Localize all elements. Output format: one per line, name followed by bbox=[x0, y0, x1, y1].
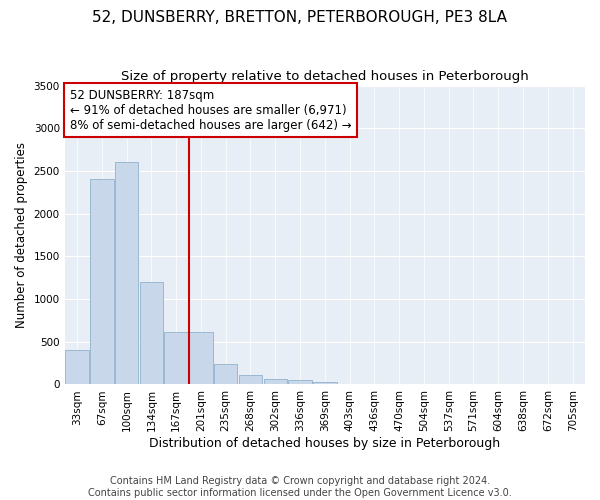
Bar bbox=[115, 162, 139, 384]
Text: 52, DUNSBERRY, BRETTON, PETERBOROUGH, PE3 8LA: 52, DUNSBERRY, BRETTON, PETERBOROUGH, PE… bbox=[92, 10, 508, 25]
Bar bbox=[189, 332, 213, 384]
Bar bbox=[140, 282, 163, 384]
Bar bbox=[65, 350, 89, 384]
Text: 52 DUNSBERRY: 187sqm
← 91% of detached houses are smaller (6,971)
8% of semi-det: 52 DUNSBERRY: 187sqm ← 91% of detached h… bbox=[70, 88, 352, 132]
Bar bbox=[288, 380, 312, 384]
X-axis label: Distribution of detached houses by size in Peterborough: Distribution of detached houses by size … bbox=[149, 437, 500, 450]
Bar bbox=[164, 332, 188, 384]
Bar bbox=[263, 380, 287, 384]
Bar bbox=[239, 375, 262, 384]
Bar bbox=[90, 180, 113, 384]
Bar bbox=[313, 382, 337, 384]
Title: Size of property relative to detached houses in Peterborough: Size of property relative to detached ho… bbox=[121, 70, 529, 83]
Y-axis label: Number of detached properties: Number of detached properties bbox=[15, 142, 28, 328]
Text: Contains HM Land Registry data © Crown copyright and database right 2024.
Contai: Contains HM Land Registry data © Crown c… bbox=[88, 476, 512, 498]
Bar bbox=[214, 364, 238, 384]
